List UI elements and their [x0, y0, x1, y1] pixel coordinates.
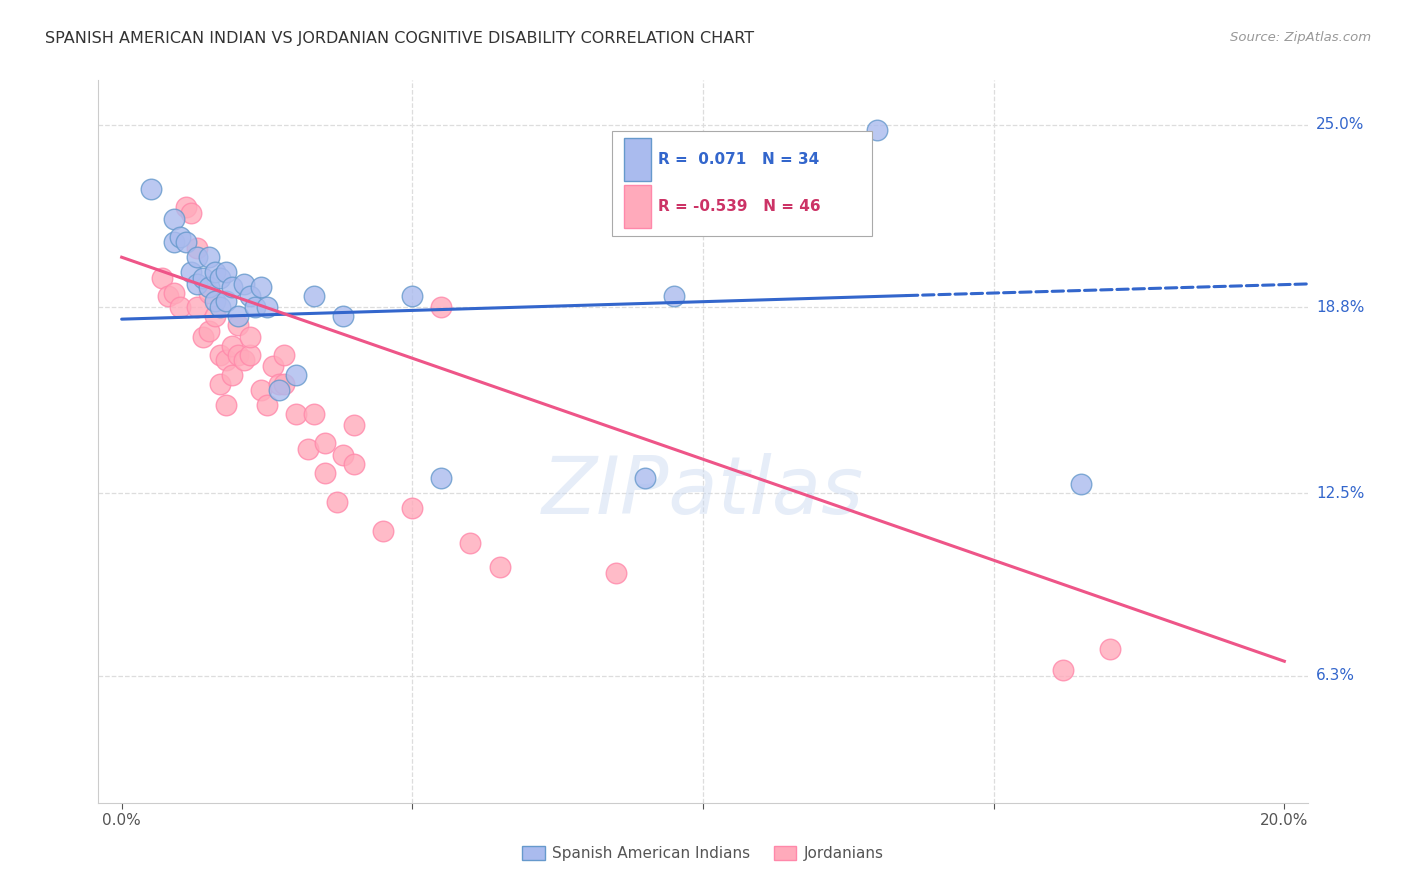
Point: [180, 206, 202, 220]
Point: [163, 285, 186, 300]
Point: [215, 294, 238, 309]
Point: [314, 436, 336, 450]
Point: [215, 265, 238, 279]
Point: [256, 398, 278, 412]
Point: [169, 301, 191, 315]
Point: [285, 368, 308, 383]
Point: [204, 309, 226, 323]
Text: 6.3%: 6.3%: [1316, 668, 1355, 683]
Point: [204, 294, 226, 309]
Point: [430, 301, 453, 315]
Point: [302, 407, 325, 421]
Point: [209, 301, 232, 315]
Point: [460, 536, 482, 550]
Point: [343, 457, 366, 471]
Point: [209, 377, 232, 392]
Point: [186, 241, 208, 255]
Point: [430, 471, 453, 485]
Point: [232, 277, 254, 291]
FancyBboxPatch shape: [624, 138, 651, 181]
Point: [209, 347, 232, 361]
Point: [191, 330, 214, 344]
Point: [186, 250, 208, 264]
Point: [157, 288, 180, 302]
Point: [198, 285, 221, 300]
Point: [163, 211, 186, 226]
Point: [273, 377, 295, 392]
Point: [401, 288, 423, 302]
Point: [326, 495, 349, 509]
Point: [662, 288, 685, 302]
Text: 25.0%: 25.0%: [1316, 117, 1364, 132]
Point: [488, 560, 510, 574]
FancyBboxPatch shape: [624, 185, 651, 228]
Point: [239, 347, 262, 361]
Point: [1052, 663, 1074, 677]
Point: [262, 359, 284, 374]
Point: [221, 368, 243, 383]
Point: [373, 524, 395, 539]
Legend: Spanish American Indians, Jordanians: Spanish American Indians, Jordanians: [516, 840, 890, 867]
Point: [401, 500, 423, 515]
Point: [250, 383, 273, 397]
Point: [250, 279, 273, 293]
Point: [256, 301, 278, 315]
Point: [215, 353, 238, 368]
Point: [343, 418, 366, 433]
Point: [198, 250, 221, 264]
Point: [174, 235, 197, 250]
Point: [605, 566, 627, 580]
Text: SPANISH AMERICAN INDIAN VS JORDANIAN COGNITIVE DISABILITY CORRELATION CHART: SPANISH AMERICAN INDIAN VS JORDANIAN COG…: [45, 31, 754, 46]
Point: [267, 383, 290, 397]
Point: [204, 265, 226, 279]
Point: [150, 271, 173, 285]
Point: [186, 301, 208, 315]
Point: [634, 471, 657, 485]
Point: [273, 347, 295, 361]
Point: [267, 377, 290, 392]
Point: [239, 330, 262, 344]
Point: [1098, 642, 1121, 657]
Point: [302, 288, 325, 302]
Point: [221, 339, 243, 353]
Point: [226, 309, 249, 323]
Point: [139, 182, 162, 196]
Point: [239, 288, 262, 302]
FancyBboxPatch shape: [613, 131, 872, 235]
Point: [297, 442, 319, 456]
Point: [180, 265, 202, 279]
Point: [191, 271, 214, 285]
Text: 18.8%: 18.8%: [1316, 300, 1364, 315]
Point: [285, 407, 308, 421]
Point: [198, 279, 221, 293]
Text: Source: ZipAtlas.com: Source: ZipAtlas.com: [1230, 31, 1371, 45]
Point: [232, 353, 254, 368]
Point: [226, 318, 249, 332]
Point: [245, 301, 267, 315]
Point: [866, 123, 889, 137]
Point: [174, 200, 197, 214]
Point: [209, 271, 232, 285]
Point: [186, 277, 208, 291]
Point: [226, 347, 249, 361]
Text: ZIPatlas: ZIPatlas: [541, 453, 865, 531]
Point: [332, 309, 354, 323]
Point: [332, 448, 354, 462]
Point: [221, 279, 243, 293]
Point: [163, 235, 186, 250]
Point: [169, 229, 191, 244]
Point: [198, 324, 221, 338]
Point: [215, 398, 238, 412]
Point: [314, 466, 336, 480]
Point: [1070, 477, 1092, 491]
Text: R = -0.539   N = 46: R = -0.539 N = 46: [658, 199, 821, 214]
Text: R =  0.071   N = 34: R = 0.071 N = 34: [658, 153, 820, 168]
Text: 12.5%: 12.5%: [1316, 485, 1364, 500]
